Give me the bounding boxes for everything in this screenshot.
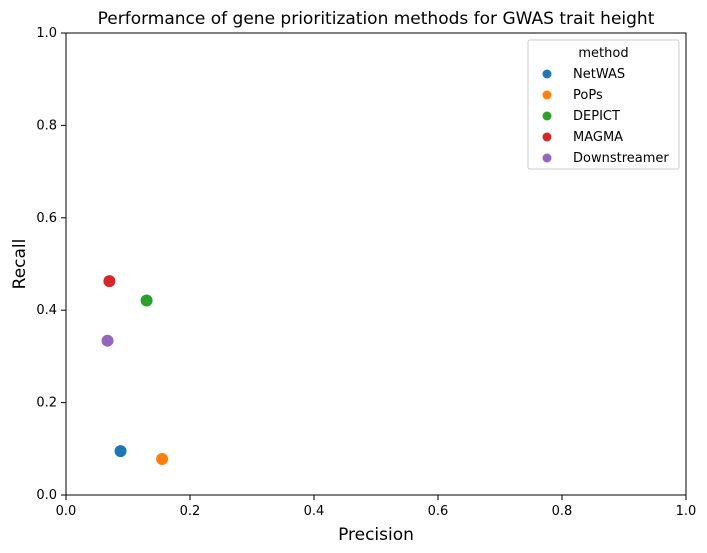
y-tick-label: 0.0	[36, 488, 57, 503]
x-tick-label: 0.0	[56, 504, 77, 519]
legend-label-magma: MAGMA	[573, 130, 623, 145]
legend-marker-netwas	[542, 69, 552, 79]
data-point-magma	[103, 275, 116, 288]
data-point-netwas	[114, 445, 127, 458]
legend-marker-magma	[542, 132, 552, 142]
data-points	[101, 275, 169, 465]
y-axis-ticks: 0.0 0.2 0.4 0.6 0.8 1.0	[36, 26, 66, 503]
x-axis-label: Precision	[338, 525, 414, 545]
legend-label-downstreamer: Downstreamer	[573, 151, 669, 166]
y-tick-label: 0.6	[36, 211, 57, 226]
data-point-pops	[156, 452, 169, 465]
plot-area	[65, 32, 687, 496]
legend-label-pops: PoPs	[573, 88, 603, 103]
x-tick-label: 0.2	[180, 504, 201, 519]
legend-label-netwas: NetWAS	[573, 67, 625, 82]
x-axis-ticks: 0.0 0.2 0.4 0.6 0.8 1.0	[56, 495, 697, 519]
x-tick-label: 0.6	[428, 504, 449, 519]
plot-frame	[65, 32, 687, 496]
y-tick-label: 0.2	[36, 396, 57, 411]
legend: method NetWAS PoPs DEPICT MAGMA Downstreamer	[527, 39, 680, 170]
y-tick-label: 1.0	[36, 26, 57, 41]
chart-title: Performance of gene prioritization metho…	[98, 9, 655, 29]
x-tick-label: 0.4	[304, 504, 325, 519]
y-axis-label: Recall	[10, 239, 30, 290]
data-point-downstreamer	[101, 334, 114, 347]
legend-box	[527, 39, 680, 170]
legend-items: NetWAS PoPs DEPICT MAGMA Downstreamer	[542, 67, 669, 166]
data-point-depict	[140, 294, 153, 307]
x-tick-label: 1.0	[676, 504, 697, 519]
legend-title: method	[578, 46, 628, 61]
legend-marker-downstreamer	[542, 153, 552, 163]
legend-label-depict: DEPICT	[573, 109, 620, 124]
y-tick-label: 0.8	[36, 118, 57, 133]
x-tick-label: 0.8	[552, 504, 573, 519]
legend-marker-pops	[542, 90, 552, 100]
y-tick-label: 0.4	[36, 303, 57, 318]
legend-marker-depict	[542, 111, 552, 121]
